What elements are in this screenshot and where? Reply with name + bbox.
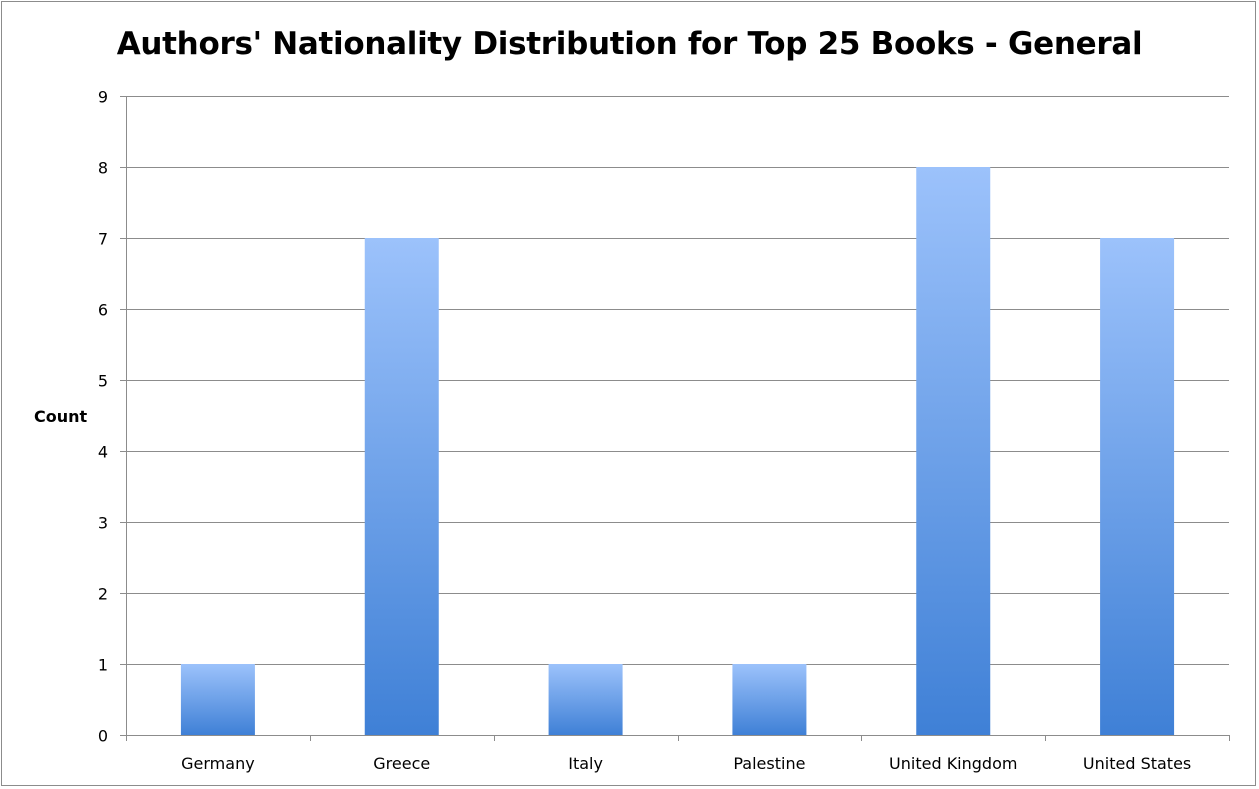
y-tick-label: 1 — [98, 656, 108, 675]
y-axis-label: Count — [34, 407, 88, 426]
bar-germany — [180, 664, 255, 735]
y-tick-label: 0 — [98, 727, 108, 746]
axes — [120, 96, 1230, 741]
y-tick-label: 5 — [98, 372, 108, 391]
bar-greece — [364, 238, 439, 735]
bar-united-states — [1100, 238, 1175, 735]
y-tick-label: 4 — [98, 443, 108, 462]
bar-palestine — [732, 664, 807, 735]
y-tick-label: 3 — [98, 514, 108, 533]
bar-united-kingdom — [916, 167, 991, 735]
y-tick-label: 8 — [98, 159, 108, 178]
x-tick-label: United Kingdom — [889, 754, 1017, 773]
y-tick-label: 2 — [98, 585, 108, 604]
gridlines — [126, 96, 1229, 665]
y-tick-label: 6 — [98, 301, 108, 320]
y-tick-label: 7 — [98, 230, 108, 249]
bars — [180, 167, 1175, 735]
chart-title: Authors' Nationality Distribution for To… — [116, 26, 1143, 62]
y-tick-label: 9 — [98, 88, 108, 107]
x-tick-label: United States — [1083, 754, 1191, 773]
tick-labels: 0 1 2 3 4 5 6 7 8 9 Germany Greece Italy Palestine Uni… — [98, 88, 1191, 774]
x-tick-label: Italy — [568, 754, 603, 773]
x-tick-label: Palestine — [733, 754, 805, 773]
x-tick-label: Germany — [181, 754, 255, 773]
x-tick-label: Greece — [373, 754, 430, 773]
bar-italy — [548, 664, 623, 735]
